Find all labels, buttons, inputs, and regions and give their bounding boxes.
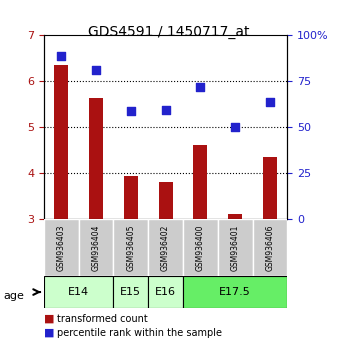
FancyBboxPatch shape	[148, 219, 183, 276]
Bar	[263, 157, 277, 219]
Point	[58, 53, 64, 59]
Text: GSM936403: GSM936403	[57, 224, 66, 271]
Bar	[228, 214, 242, 219]
FancyBboxPatch shape	[114, 276, 148, 308]
Point	[128, 108, 134, 114]
Text: GSM936404: GSM936404	[92, 224, 101, 271]
Text: ■: ■	[44, 328, 54, 338]
Text: GDS4591 / 1450717_at: GDS4591 / 1450717_at	[88, 25, 250, 39]
FancyBboxPatch shape	[148, 276, 183, 308]
FancyBboxPatch shape	[218, 219, 252, 276]
FancyBboxPatch shape	[79, 219, 114, 276]
FancyBboxPatch shape	[183, 276, 287, 308]
Text: GSM936406: GSM936406	[265, 224, 274, 271]
Text: percentile rank within the sample: percentile rank within the sample	[57, 328, 222, 338]
Text: ■: ■	[44, 314, 54, 324]
Text: E16: E16	[155, 287, 176, 297]
Text: E15: E15	[120, 287, 141, 297]
Text: GSM936405: GSM936405	[126, 224, 135, 271]
FancyBboxPatch shape	[252, 219, 287, 276]
Text: GSM936401: GSM936401	[231, 224, 240, 271]
Text: GSM936400: GSM936400	[196, 224, 205, 271]
Text: age: age	[3, 291, 24, 301]
Text: E17.5: E17.5	[219, 287, 251, 297]
FancyBboxPatch shape	[114, 219, 148, 276]
Bar	[124, 176, 138, 219]
FancyBboxPatch shape	[44, 219, 79, 276]
Text: GSM936402: GSM936402	[161, 224, 170, 271]
Text: transformed count: transformed count	[57, 314, 148, 324]
Bar	[54, 65, 68, 219]
Bar	[89, 97, 103, 219]
Point	[267, 99, 273, 104]
Point	[163, 107, 168, 113]
FancyBboxPatch shape	[183, 219, 218, 276]
FancyBboxPatch shape	[44, 276, 114, 308]
Bar	[159, 182, 173, 219]
Point	[233, 124, 238, 129]
Text: E14: E14	[68, 287, 89, 297]
Point	[198, 84, 203, 90]
Point	[93, 67, 99, 73]
Bar	[193, 145, 207, 219]
